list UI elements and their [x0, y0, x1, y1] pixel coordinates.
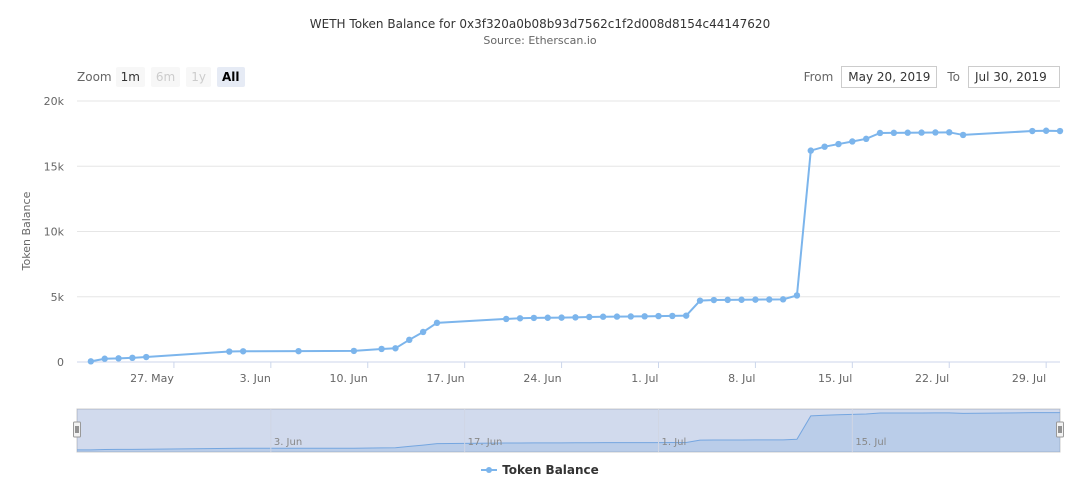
data-point — [572, 314, 579, 321]
navigator-selection-mask — [77, 409, 1060, 452]
data-point — [101, 355, 108, 362]
x-tick-label: 1. Jul — [631, 372, 658, 385]
legend-line-marker-icon — [481, 465, 498, 475]
navigator-tick-label: 3. Jun — [274, 437, 302, 448]
from-label: From — [803, 70, 834, 84]
x-tick-label: 8. Jul — [728, 372, 755, 385]
data-point — [406, 336, 413, 344]
x-tick-label: 10. Jun — [330, 372, 368, 385]
navigator-tick-label: 17. Jun — [468, 437, 503, 448]
data-point — [502, 315, 510, 323]
x-tick-label: 17. Jun — [426, 372, 464, 385]
data-point — [849, 138, 856, 145]
data-point — [516, 315, 524, 322]
zoom-button-1y[interactable]: 1y — [186, 67, 211, 87]
data-point — [890, 129, 898, 137]
data-point — [115, 355, 122, 362]
y-tick-label: 20k — [44, 95, 65, 108]
data-point — [932, 129, 939, 136]
data-point — [613, 313, 621, 320]
data-point — [1029, 127, 1036, 135]
x-tick-label: 24. Jun — [523, 372, 561, 385]
zoom-label: Zoom — [77, 70, 112, 84]
data-point — [696, 297, 704, 304]
data-point — [793, 292, 801, 299]
legend-label: Token Balance — [502, 463, 599, 477]
to-label: To — [947, 70, 960, 84]
data-point — [627, 313, 635, 320]
from-date-input[interactable]: May 20, 2019 — [841, 66, 938, 88]
legend: Token Balance — [0, 463, 1080, 478]
data-point — [779, 296, 787, 303]
data-point — [558, 314, 565, 321]
data-point — [766, 296, 773, 303]
zoom-button-all[interactable]: All — [217, 67, 245, 87]
x-tick-label: 29. Jul — [1012, 372, 1046, 385]
data-point — [821, 143, 828, 150]
data-point — [876, 129, 884, 137]
zoom-button-1m[interactable]: 1m — [115, 67, 145, 87]
data-point — [752, 296, 759, 303]
data-point — [918, 129, 925, 136]
data-point — [807, 147, 814, 154]
data-point — [862, 135, 870, 143]
data-point — [419, 328, 427, 336]
to-date-input[interactable]: Jul 30, 2019 — [968, 66, 1060, 88]
navigator-right-handle[interactable] — [1056, 421, 1064, 438]
data-point — [682, 312, 690, 319]
y-tick-label: 0 — [57, 356, 64, 369]
data-point — [1042, 127, 1050, 134]
x-tick-label: 27. May — [130, 372, 174, 385]
data-point — [599, 313, 607, 320]
data-point — [530, 314, 538, 322]
data-point — [641, 313, 648, 320]
x-tick-label: 15. Jul — [818, 372, 852, 385]
y-axis-label: Token Balance — [20, 191, 33, 271]
y-tick-label: 5k — [51, 291, 65, 304]
data-point — [1056, 127, 1064, 135]
date-range: From May 20, 2019 To Jul 30, 2019 — [804, 66, 1060, 88]
data-point — [226, 348, 233, 355]
data-point — [295, 347, 302, 355]
data-point — [835, 140, 842, 148]
data-point — [433, 319, 441, 327]
data-point — [669, 312, 676, 320]
navigator-series-line — [77, 412, 1061, 451]
zoom-button-6m[interactable]: 6m — [150, 67, 181, 87]
navigator-left-handle[interactable] — [73, 421, 81, 438]
data-point — [946, 129, 953, 136]
navigator-tick-label: 15. Jul — [855, 437, 886, 448]
navigator-tick-label: 1. Jul — [661, 437, 686, 448]
data-point — [129, 354, 136, 362]
navigator-series-area — [77, 412, 1060, 452]
data-point — [904, 129, 911, 136]
data-point — [655, 312, 662, 320]
data-point — [738, 296, 745, 303]
data-point — [143, 353, 150, 361]
legend-item-token-balance[interactable]: Token Balance — [481, 463, 599, 477]
x-tick-label: 22. Jul — [915, 372, 949, 385]
data-point — [392, 345, 399, 352]
data-point — [239, 348, 247, 355]
y-tick-label: 10k — [44, 226, 65, 239]
zoom-selector: Zoom 1m 6m 1y All — [77, 66, 251, 88]
data-point — [959, 131, 967, 139]
data-point — [544, 314, 551, 321]
chart-title: WETH Token Balance for 0x3f320a0b08b93d7… — [309, 17, 771, 31]
y-tick-label: 15k — [44, 160, 65, 173]
data-point — [710, 296, 718, 304]
data-point — [586, 313, 593, 321]
data-point — [724, 296, 731, 304]
chart-subtitle: Source: Etherscan.io — [483, 34, 597, 47]
data-point — [87, 358, 95, 365]
data-point — [350, 347, 358, 355]
x-tick-label: 3. Jun — [240, 372, 271, 385]
data-point — [378, 345, 385, 353]
series-line-token-balance — [90, 129, 1061, 363]
